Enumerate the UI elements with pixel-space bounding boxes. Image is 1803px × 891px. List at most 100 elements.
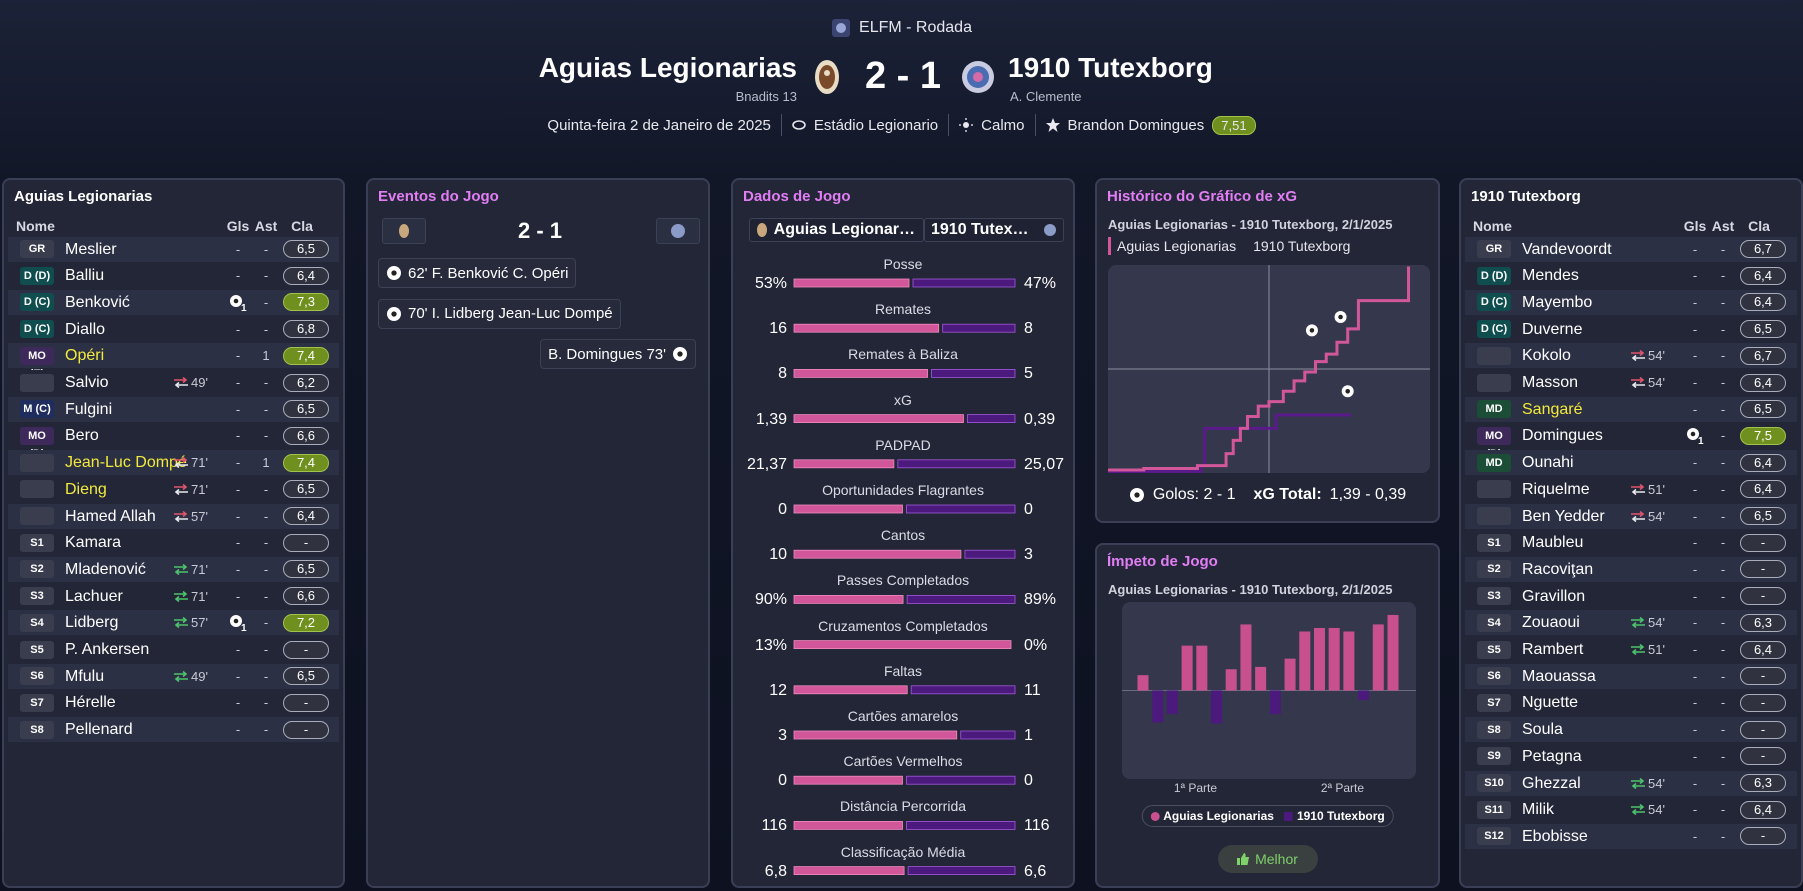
player-name: Maubleu — [1522, 534, 1584, 552]
player-name: Lachuer — [65, 587, 123, 605]
rating: 6,6 — [283, 426, 329, 445]
away-bar — [960, 730, 1016, 740]
player-name: Meslier — [65, 240, 117, 258]
assists: - — [263, 695, 269, 711]
player-name: Mayembo — [1522, 293, 1593, 311]
sun-icon — [959, 118, 974, 132]
goals: 1 — [241, 623, 247, 632]
sub-minute: 71' — [191, 561, 208, 577]
rating: - — [1740, 827, 1786, 846]
weather: Calmo — [959, 117, 1025, 134]
player-row: S8 Pellenard - - - — [8, 717, 339, 743]
xg-panel: Histórico do Gráfico de xG Aguias Legiona… — [1095, 178, 1440, 523]
best-button[interactable]: Melhor — [1217, 845, 1318, 873]
momentum-bar — [1358, 690, 1370, 700]
player-name: Opéri — [65, 347, 105, 365]
legend-label: Aguias Legionarias — [1117, 238, 1237, 254]
away-logo — [962, 61, 994, 93]
xg-total: 1,39 - 0,39 — [1329, 486, 1407, 503]
position-badge: S1 — [1477, 533, 1511, 552]
goals: - — [1692, 615, 1698, 631]
goal-icon — [673, 347, 687, 361]
goals: - — [1692, 561, 1698, 577]
goals: 1 — [241, 303, 247, 312]
sub-icon — [174, 670, 188, 682]
rating: - — [1740, 587, 1786, 606]
player-row: D (C) Mayembo - -6,4 — [1465, 289, 1797, 315]
sub-arrow — [1631, 510, 1645, 517]
home-stat-value: 0 — [778, 501, 787, 518]
stat-label: Passes Completados — [836, 572, 970, 589]
player-row: MO (D) Domingues 1 -7,5 — [1465, 423, 1797, 460]
player-name: Racoviţan — [1522, 560, 1594, 578]
sub-arrow — [174, 590, 188, 597]
competition-icon — [832, 19, 851, 37]
player-name: Diallo — [65, 320, 106, 338]
assists: - — [1720, 508, 1726, 524]
away-stat-value: 0 — [1024, 501, 1033, 518]
goal-icon: 1 — [1687, 428, 1704, 445]
separator — [1034, 114, 1036, 136]
home-stat-value: 90% — [754, 591, 787, 609]
sub-minute: 54' — [1648, 375, 1665, 390]
assists: - — [263, 294, 269, 310]
player-name: Ben Yedder — [1522, 507, 1605, 525]
goals: - — [1692, 588, 1698, 604]
goal-marker — [1305, 324, 1318, 337]
event-text: 70' I. Lidberg Jean-Luc Dompé — [408, 305, 613, 322]
player-row: S4 Lidberg 57' 1 -7,2 — [8, 610, 339, 636]
momentum-bar — [1328, 627, 1340, 691]
player-row: S5 Rambert 51' - -6,4 — [1465, 637, 1797, 662]
stadium-name: Estádio Legionario — [813, 116, 939, 134]
momentum-bar — [1284, 658, 1296, 691]
position-badge — [1477, 480, 1511, 499]
sub-icon — [174, 590, 188, 602]
sub-minute: 54' — [1648, 775, 1665, 791]
sub-icon — [174, 457, 188, 469]
legend-marker — [1108, 237, 1111, 255]
player-row: M (C) Fulgini - -6,5 — [8, 396, 339, 422]
ball-patch — [1338, 314, 1343, 320]
player-row: D (C) Duverne - -6,5 — [1465, 316, 1797, 342]
legend: Aguias Legionarias 1910 Tutexborg — [1108, 237, 1350, 255]
momentum-bar — [1181, 645, 1193, 691]
sub-minute: 71' — [191, 588, 208, 604]
rating: 6,6 — [283, 587, 329, 606]
player-row: S11 Milik 54' - -6,4 — [1465, 797, 1797, 823]
sub-arrow — [174, 622, 188, 629]
legend-label: Aguias Legionarias — [1163, 809, 1274, 823]
sub-minute: 54' — [1648, 508, 1665, 524]
home-logo — [815, 60, 839, 94]
events-panel: Eventos do Jogo 2 - 1 62' F. Benković C. O… — [366, 178, 710, 888]
away-stat-value: 116 — [1024, 817, 1050, 835]
home-team: Aguias Legionarias — [538, 52, 797, 83]
goals: - — [235, 455, 241, 471]
goals: - — [1692, 294, 1698, 310]
goals: - — [1692, 375, 1698, 390]
rating: - — [283, 720, 329, 739]
sub-icon — [1631, 510, 1645, 522]
home-bar — [793, 459, 895, 469]
goals: - — [1692, 775, 1698, 791]
goal-marker — [1334, 311, 1347, 323]
rating: - — [1740, 560, 1786, 579]
sub-arrow — [174, 670, 188, 677]
stat-bars — [793, 278, 1016, 875]
away-stat-value: 0 — [1024, 772, 1033, 790]
sub-arrow — [174, 510, 188, 517]
sub-arrow — [1631, 644, 1645, 651]
position-badge: S8 — [20, 720, 54, 739]
goals: - — [1692, 481, 1698, 497]
sub-arrow — [1631, 617, 1645, 624]
goals: - — [1692, 828, 1698, 844]
player-row: MD Sangaré - -6,5 — [1465, 396, 1797, 422]
player-row: Jean-Luc Dompé 71' - 1 7,4 — [8, 450, 339, 476]
player-name: Gravillon — [1522, 587, 1586, 605]
sub-icon — [1631, 483, 1645, 495]
stat-label: Oportunidades Flagrantes — [822, 482, 984, 498]
assists: - — [1720, 722, 1726, 738]
momentum-bar — [1269, 690, 1281, 715]
position-badge: S11 — [1477, 800, 1511, 819]
assists: - — [263, 588, 269, 604]
